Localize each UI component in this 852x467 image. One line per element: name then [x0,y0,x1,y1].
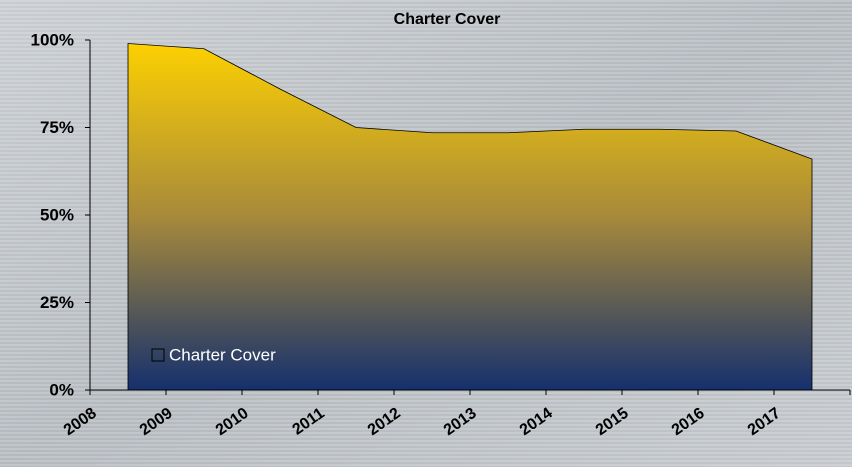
y-tick-label: 25% [40,293,74,312]
legend-swatch [152,349,164,361]
chart: Charter Cover 0%25%50%75%100%20082009201… [0,0,852,467]
y-tick-label: 100% [31,30,74,49]
y-tick-label: 50% [40,205,74,224]
chart-title: Charter Cover [394,11,501,28]
y-tick-label: 0% [49,380,74,399]
legend-label: Charter Cover [169,345,276,364]
y-tick-label: 75% [40,118,74,137]
